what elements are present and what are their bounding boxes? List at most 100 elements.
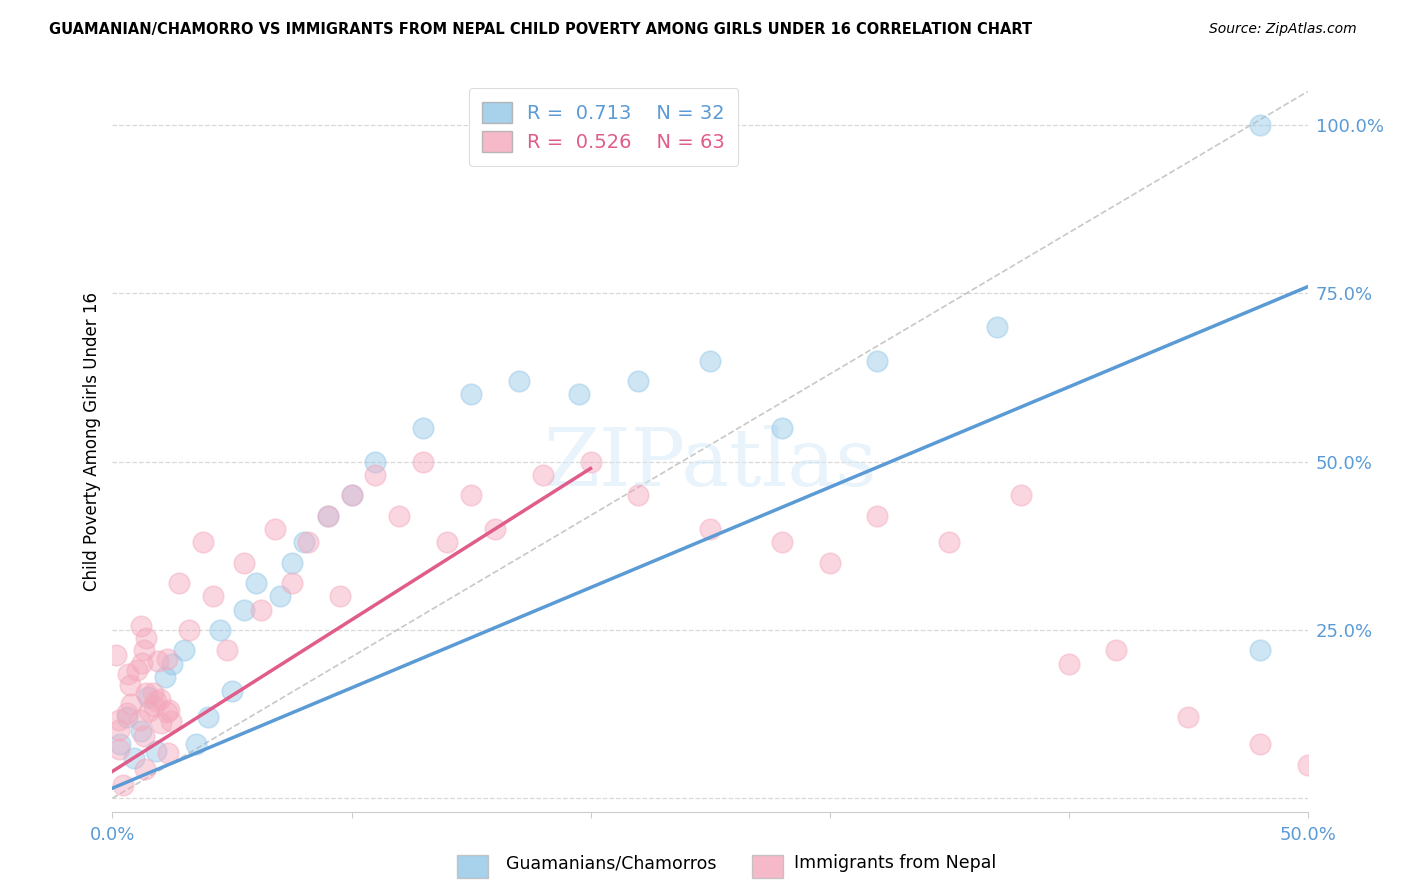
Point [627, 374, 650, 388]
Point [818, 556, 841, 570]
Point [156, 705, 179, 719]
Point [1249, 738, 1271, 752]
Point [120, 677, 142, 691]
Point [531, 468, 554, 483]
Point [134, 762, 156, 776]
Point [145, 694, 167, 708]
Text: Immigrants from Nepal: Immigrants from Nepal [794, 855, 997, 872]
Point [117, 666, 139, 681]
Point [197, 710, 219, 724]
Point [217, 643, 239, 657]
Point [157, 746, 180, 760]
Point [770, 421, 793, 435]
Point [484, 522, 506, 536]
Point [233, 556, 256, 570]
Point [364, 455, 387, 469]
Text: Guamanians/Chamorros: Guamanians/Chamorros [506, 855, 717, 872]
Point [142, 686, 165, 700]
Point [627, 488, 650, 502]
Point [245, 575, 267, 590]
Point [699, 522, 721, 536]
Point [938, 535, 960, 549]
Point [233, 603, 256, 617]
Point [149, 692, 172, 706]
Point [149, 716, 172, 731]
Point [249, 603, 271, 617]
Point [105, 648, 128, 662]
Point [156, 652, 179, 666]
Point [269, 590, 291, 604]
Point [115, 706, 138, 720]
Point [340, 488, 363, 502]
Point [568, 387, 591, 401]
Text: GUAMANIAN/CHAMORRO VS IMMIGRANTS FROM NEPAL CHILD POVERTY AMONG GIRLS UNDER 16 C: GUAMANIAN/CHAMORRO VS IMMIGRANTS FROM NE… [49, 22, 1032, 37]
Point [146, 654, 169, 668]
Point [221, 683, 243, 698]
Point [138, 690, 160, 705]
Point [1010, 488, 1032, 502]
Point [125, 663, 148, 677]
Point [329, 590, 352, 604]
Point [135, 686, 157, 700]
Point [162, 657, 183, 671]
Point [120, 698, 142, 712]
Point [169, 575, 191, 590]
Point [111, 778, 134, 792]
Point [770, 535, 793, 549]
Point [699, 353, 721, 368]
Point [508, 374, 530, 388]
Point [388, 508, 411, 523]
Point [193, 535, 215, 549]
Point [364, 468, 387, 483]
Point [1057, 657, 1080, 671]
Point [412, 421, 434, 435]
Point [157, 703, 180, 717]
Point [986, 320, 1008, 334]
Point [297, 535, 319, 549]
Point [145, 744, 167, 758]
Point [177, 623, 200, 637]
Text: ZIPatlas: ZIPatlas [543, 425, 877, 503]
Point [281, 556, 304, 570]
Point [186, 738, 208, 752]
Point [115, 710, 138, 724]
Point [129, 723, 152, 738]
Point [264, 522, 287, 536]
Point [1296, 757, 1319, 772]
Legend: R =  0.713    N = 32, R =  0.526    N = 63: R = 0.713 N = 32, R = 0.526 N = 63 [468, 88, 738, 166]
Point [412, 455, 434, 469]
Point [160, 714, 183, 728]
Point [1249, 118, 1271, 132]
Point [436, 535, 458, 549]
Point [108, 742, 131, 756]
Point [209, 623, 232, 637]
Point [281, 575, 304, 590]
Point [108, 738, 131, 752]
Point [201, 590, 224, 604]
Point [129, 713, 152, 727]
Y-axis label: Child Poverty Among Girls Under 16: Child Poverty Among Girls Under 16 [83, 292, 101, 591]
Point [135, 631, 157, 645]
Point [132, 730, 155, 744]
Point [316, 508, 339, 523]
Point [292, 535, 315, 549]
Point [173, 643, 195, 657]
Point [129, 619, 152, 633]
Text: Source: ZipAtlas.com: Source: ZipAtlas.com [1209, 22, 1357, 37]
Point [460, 387, 482, 401]
Point [142, 698, 165, 713]
Point [1105, 643, 1128, 657]
Point [138, 704, 160, 718]
Point [1177, 710, 1199, 724]
Point [579, 455, 602, 469]
Point [108, 723, 131, 737]
Point [1249, 643, 1271, 657]
Point [340, 488, 363, 502]
Point [131, 656, 153, 670]
Point [153, 670, 176, 684]
Point [866, 353, 889, 368]
Point [107, 713, 129, 727]
Point [316, 508, 339, 523]
Point [866, 508, 889, 523]
Point [122, 751, 145, 765]
